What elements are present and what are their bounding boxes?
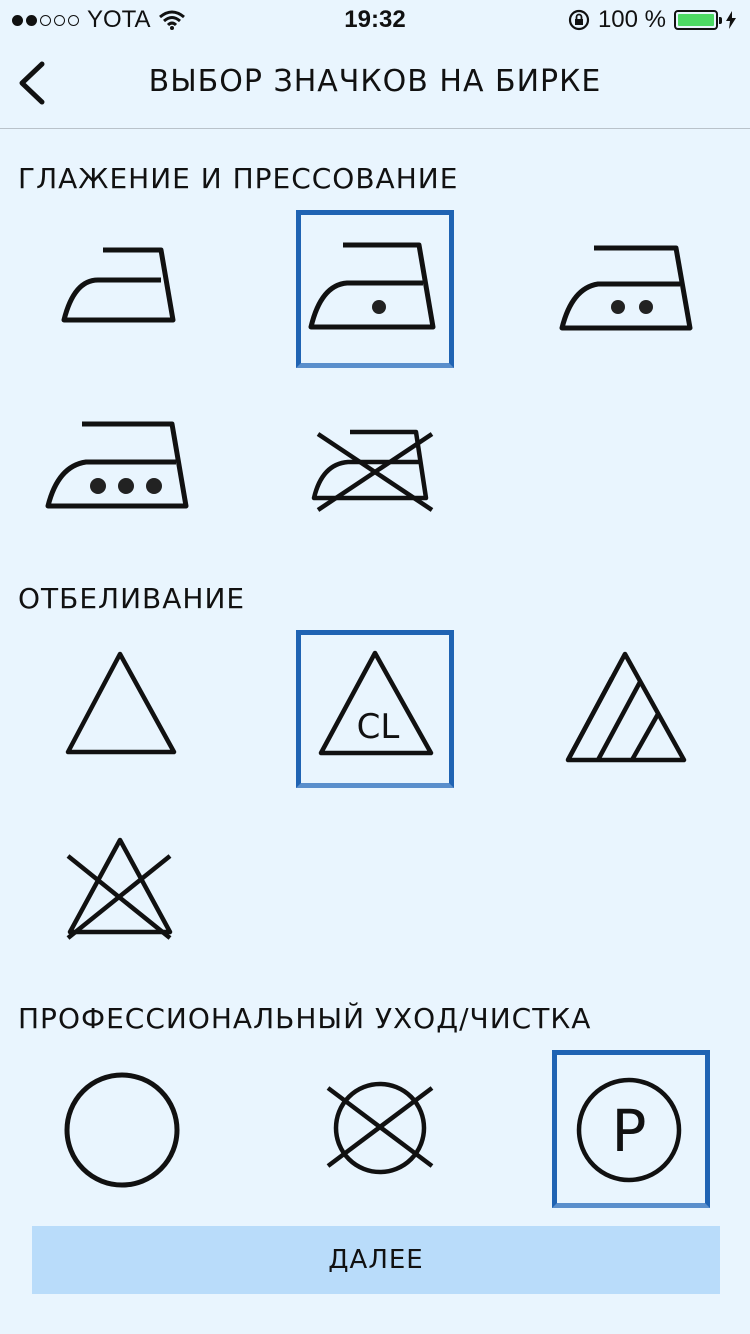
section-title-ironing: ГЛАЖЕНИЕ И ПРЕССОВАНИЕ (18, 162, 459, 195)
status-right: 100 % (568, 6, 736, 34)
bleaching-option-2[interactable]: CL (296, 630, 454, 788)
circle-p-icon: P (576, 1077, 682, 1183)
status-left: YOTA (12, 6, 185, 34)
navigation-bar: ВЫБОР ЗНАЧКОВ НА БИРКЕ (0, 40, 750, 129)
carrier-name: YOTA (87, 6, 151, 33)
next-button[interactable]: ДАЛЕЕ (32, 1226, 720, 1294)
circle-crossed-icon (326, 1081, 434, 1175)
ironing-option-5[interactable] (296, 410, 454, 568)
triangle-crossed-icon (66, 837, 173, 940)
back-icon[interactable] (12, 58, 52, 108)
clock: 19:32 (344, 6, 406, 33)
page-title: ВЫБОР ЗНАЧКОВ НА БИРКЕ (148, 64, 602, 99)
iron-crossed-icon (311, 429, 434, 512)
status-bar: YOTA 19:32 100 % (0, 0, 750, 40)
section-title-bleaching: ОТБЕЛИВАНИЕ (18, 582, 246, 615)
iron-two-dots-icon (559, 245, 693, 331)
professional-option-1[interactable] (40, 1050, 198, 1208)
svg-text:CL: CL (357, 707, 400, 747)
section-title-professional-care: ПРОФЕССИОНАЛЬНЫЙ УХОД/ЧИСТКА (18, 1002, 592, 1035)
circle-icon (64, 1072, 180, 1188)
professional-option-3[interactable]: P (552, 1050, 710, 1208)
triangle-icon (65, 651, 177, 755)
wifi-icon (158, 10, 185, 30)
triangle-cl-icon: CL (318, 650, 434, 756)
ironing-option-1[interactable] (40, 210, 198, 368)
ironing-option-3[interactable] (552, 210, 710, 368)
triangle-striped-icon (565, 651, 687, 763)
bleaching-option-4[interactable] (40, 830, 198, 988)
battery-icon (674, 10, 722, 30)
ironing-option-2[interactable] (296, 210, 454, 368)
bleaching-option-1[interactable] (40, 630, 198, 788)
professional-option-2[interactable] (296, 1050, 454, 1208)
charging-icon (726, 11, 736, 29)
iron-three-dots-icon (45, 421, 189, 509)
rotation-lock-icon (568, 9, 590, 31)
iron-no-dots-icon (61, 247, 176, 323)
signal-strength-icon (12, 14, 79, 26)
ironing-option-4[interactable] (40, 410, 198, 568)
iron-one-dot-icon (308, 242, 436, 330)
battery-percent: 100 % (597, 6, 666, 33)
svg-text:P: P (612, 1097, 647, 1165)
bleaching-option-3[interactable] (552, 630, 710, 788)
